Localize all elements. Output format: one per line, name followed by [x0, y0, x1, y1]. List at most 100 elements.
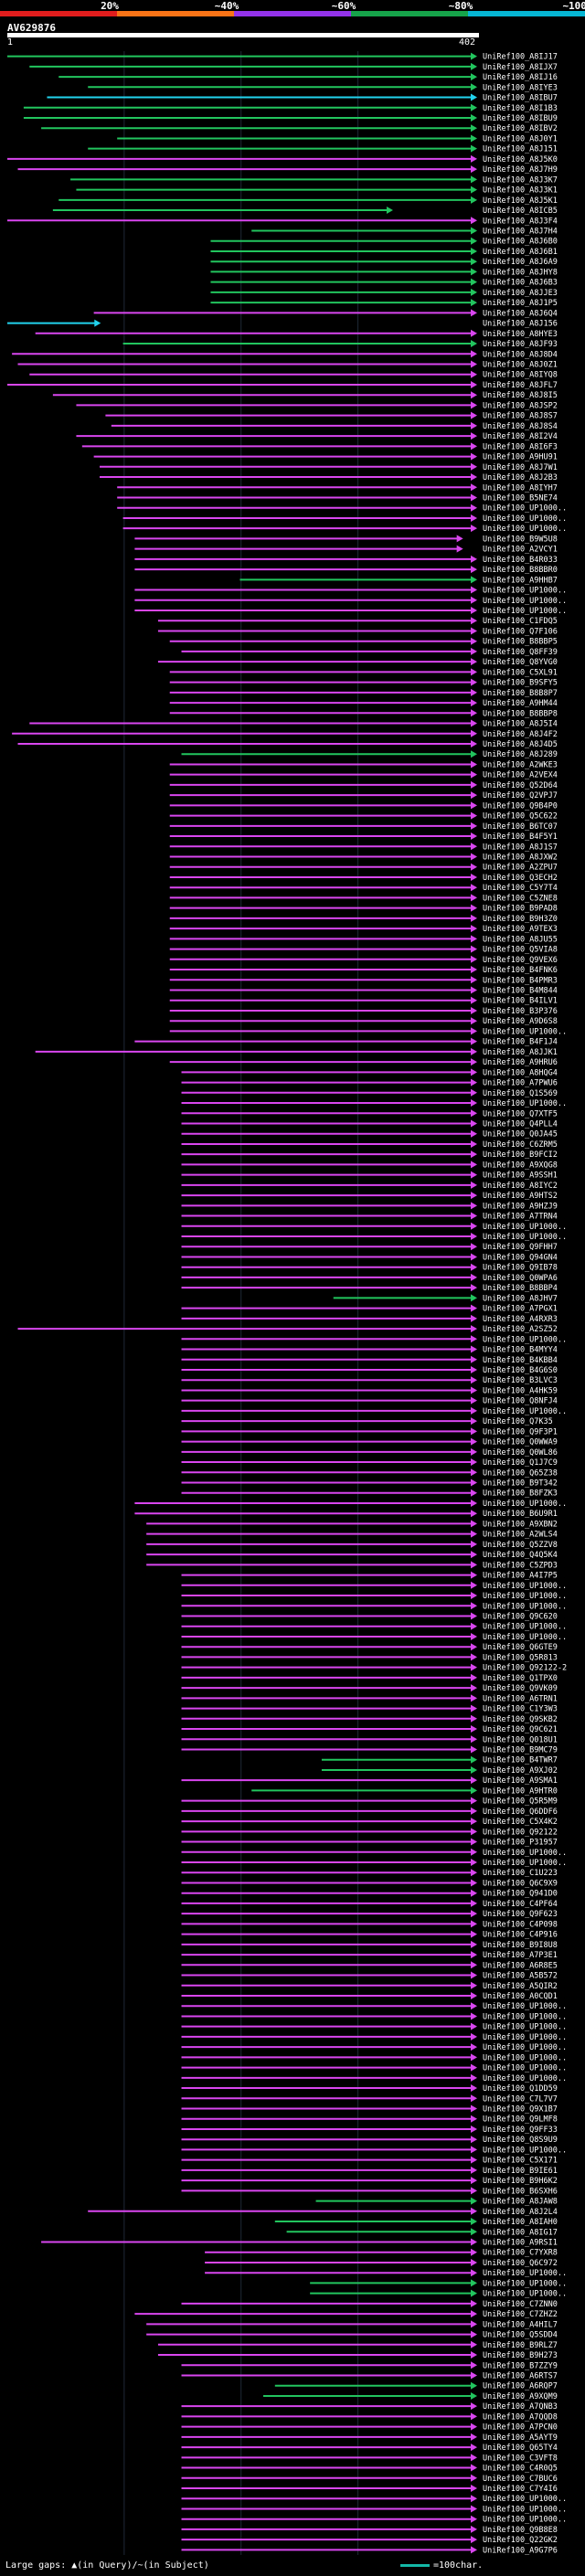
hit-label: UniRef100_Q5C622	[483, 812, 558, 822]
hit-label: UniRef100_Q65Z38	[483, 1468, 558, 1478]
hit-label: UniRef100_A7P3E1	[483, 1951, 558, 1960]
hit-label: UniRef100_Q9SKB2	[483, 1715, 558, 1724]
hit-label: UniRef100_Q4Q5K4	[483, 1551, 558, 1560]
hit-label: UniRef100_UP1000..	[483, 1602, 567, 1611]
hit-label: UniRef100_A8J3F4	[483, 217, 558, 226]
hit-label: UniRef100_P31957	[483, 1839, 558, 1848]
hit-label: UniRef100_A8HYE3	[483, 330, 558, 339]
hit-arrow-icon	[471, 1233, 477, 1241]
hit-label: UniRef100_UP1000..	[483, 597, 567, 606]
hit-label: UniRef100_C5XL91	[483, 668, 558, 677]
hit-label: UniRef100_A8JJK1	[483, 1048, 558, 1057]
hit-label: UniRef100_A8I6F3	[483, 442, 558, 451]
hit-arrow-icon	[471, 2166, 477, 2174]
legend-swatch	[0, 11, 117, 16]
hit-arrow-icon	[471, 93, 477, 101]
hit-label: UniRef100_B9PAD8	[483, 905, 558, 914]
hit-arrow-icon	[471, 1581, 477, 1589]
hit-arrow-icon	[471, 678, 477, 686]
hit-arrow-icon	[471, 493, 477, 502]
hit-label: UniRef100_A5AYT9	[483, 2433, 558, 2443]
hit-label: UniRef100_Q52D64	[483, 781, 558, 790]
hit-label: UniRef100_A8J5K1	[483, 196, 558, 206]
hit-arrow-icon	[471, 1458, 477, 1467]
hit-label: UniRef100_A8JXW2	[483, 853, 558, 863]
hit-arrow-icon	[471, 1510, 477, 1518]
hit-arrow-icon	[471, 1006, 477, 1014]
hit-arrow-icon	[471, 2422, 477, 2431]
hit-arrow-icon	[471, 729, 477, 737]
hit-label: UniRef100_A8JHV7	[483, 1294, 558, 1303]
hit-arrow-icon	[471, 2464, 477, 2472]
hit-label: UniRef100_A8IJ16	[483, 73, 558, 82]
hit-label: UniRef100_A7PGX1	[483, 1305, 558, 1314]
query-start-coordinate: 1	[7, 37, 14, 48]
hit-arrow-icon	[471, 299, 477, 307]
hit-label: UniRef100_A4HIL7	[483, 2320, 558, 2329]
hit-arrow-icon	[471, 432, 477, 440]
hit-label: UniRef100_A8J6A9	[483, 258, 558, 267]
hit-arrow-icon	[471, 843, 477, 851]
hit-label: UniRef100_Q9VEX6	[483, 956, 558, 965]
hit-label: UniRef100_UP1000..	[483, 2033, 567, 2042]
hit-label: UniRef100_UP1000..	[483, 2012, 567, 2021]
hit-label: UniRef100_A9XQM9	[483, 2392, 558, 2401]
hit-label: UniRef100_A8J4D5	[483, 740, 558, 749]
hit-label: UniRef100_A8JFL7	[483, 381, 558, 390]
hit-arrow-icon	[471, 1561, 477, 1569]
hit-label: UniRef100_Q018U1	[483, 1735, 558, 1744]
hit-arrow-icon	[471, 2361, 477, 2369]
hit-label: UniRef100_B8BBP5	[483, 638, 558, 647]
hit-arrow-icon	[471, 801, 477, 810]
hit-arrow-icon	[471, 1920, 477, 1928]
hit-label: UniRef100_A8J0Y1	[483, 134, 558, 143]
hit-arrow-icon	[471, 2248, 477, 2256]
hit-label: UniRef100_B4MYY4	[483, 1346, 558, 1355]
hit-label: UniRef100_B9FCI2	[483, 1150, 558, 1160]
hit-label: UniRef100_B8BBR0	[483, 566, 558, 575]
hit-arrow-icon	[471, 1017, 477, 1025]
hit-label: UniRef100_C7L7V7	[483, 2094, 558, 2104]
hit-label: UniRef100_UP1000..	[483, 1233, 567, 1242]
hit-arrow-icon	[471, 1284, 477, 1292]
hit-label: UniRef100_B4F5Y1	[483, 832, 558, 842]
hit-arrow-icon	[471, 1335, 477, 1343]
hit-label: UniRef100_B9RLZ7	[483, 2341, 558, 2350]
hit-arrow-icon	[471, 52, 477, 60]
hit-label: UniRef100_A8J2L4	[483, 2208, 558, 2217]
hit-label: UniRef100_Q941D0	[483, 1890, 558, 1899]
hit-label: UniRef100_Q6C972	[483, 2259, 558, 2268]
hit-label: UniRef100_B8B8P7	[483, 689, 558, 698]
hit-arrow-icon	[471, 2443, 477, 2452]
hit-arrow-icon	[471, 791, 477, 800]
gaps-legend: Large gaps: ▲(in Query)/~(in Subject)	[5, 2560, 209, 2571]
hit-label: UniRef100_C6ZRM5	[483, 1140, 558, 1150]
hit-label: UniRef100_B9W5U8	[483, 535, 558, 544]
hit-label: UniRef100_A2WLS4	[483, 1531, 558, 1540]
hit-label: UniRef100_Q9B4P0	[483, 801, 558, 811]
hit-arrow-icon	[471, 945, 477, 953]
hit-label: UniRef100_Q0WL86	[483, 1448, 558, 1458]
hit-arrow-icon	[471, 853, 477, 861]
hit-label: UniRef100_A8IYQ8	[483, 371, 558, 380]
hit-arrow-icon	[471, 1386, 477, 1394]
identity-legend: 20% ~40% ~60% ~80% ~100%	[0, 0, 585, 20]
hit-label: UniRef100_A9G7P6	[483, 2546, 558, 2555]
hit-label: UniRef100_UP1000..	[483, 587, 567, 596]
hit-arrow-icon	[471, 2391, 477, 2400]
hit-label: UniRef100_Q5SDD4	[483, 2331, 558, 2340]
hit-label: UniRef100_C4R0Q5	[483, 2465, 558, 2474]
hit-label: UniRef100_A8J151	[483, 145, 558, 154]
hit-label: UniRef100_A8I2V4	[483, 432, 558, 441]
hit-label: UniRef100_A8HQG4	[483, 1068, 558, 1077]
hit-label: UniRef100_A8J7H4	[483, 228, 558, 237]
hit-arrow-icon	[471, 1735, 477, 1744]
footer: Large gaps: ▲(in Query)/~(in Subject) =1…	[0, 2559, 585, 2575]
hit-arrow-icon	[471, 1294, 477, 1302]
hit-label: UniRef100_B9SFY5	[483, 679, 558, 688]
hit-arrow-icon	[471, 504, 477, 512]
hit-arrow-icon	[471, 258, 477, 266]
hit-label: UniRef100_A8J8D4	[483, 350, 558, 359]
hit-arrow-icon	[471, 1818, 477, 1826]
hit-label: UniRef100_Q94GN4	[483, 1253, 558, 1262]
